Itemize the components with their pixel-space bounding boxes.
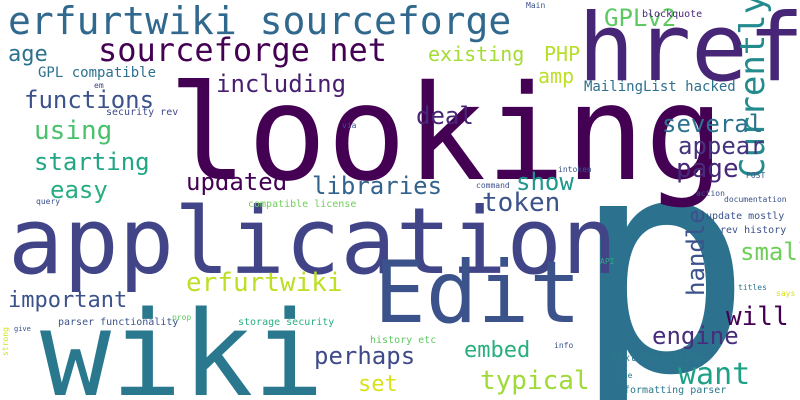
word: updated xyxy=(186,168,288,196)
word: em xyxy=(94,81,104,90)
word: via xyxy=(342,121,357,130)
word: small xyxy=(740,238,800,266)
word: sourceforge net xyxy=(98,31,387,69)
word: GPL compatible xyxy=(38,65,157,81)
word: will xyxy=(726,302,789,332)
word: titles xyxy=(738,283,767,292)
word: token xyxy=(482,188,561,218)
word: erfurtwiki sourceforge xyxy=(8,0,512,43)
word: easy xyxy=(50,176,108,204)
word: security rev xyxy=(106,107,179,118)
word: engine xyxy=(652,322,739,350)
word: MailingList hacked xyxy=(584,79,736,95)
word: action xyxy=(696,189,725,198)
word: want xyxy=(678,357,751,392)
word: including xyxy=(216,70,347,98)
word: give xyxy=(14,325,31,333)
word: rev history xyxy=(720,225,787,236)
word: compatible license xyxy=(248,199,357,210)
word: deal xyxy=(416,102,474,130)
word: formatting parser xyxy=(624,385,727,396)
word: erfurtwiki xyxy=(186,268,343,298)
word: API xyxy=(600,257,615,266)
word: typical xyxy=(480,366,590,396)
word: handle xyxy=(682,209,710,296)
word: existing xyxy=(428,42,525,66)
word: href xyxy=(578,0,800,103)
word: storage security xyxy=(238,317,335,328)
word: Edit xyxy=(374,243,582,343)
word: several xyxy=(662,110,764,138)
word: embed xyxy=(464,338,531,363)
word: functions xyxy=(24,86,155,114)
word: strong xyxy=(1,327,10,356)
word: documentation xyxy=(724,195,787,204)
word: p xyxy=(572,92,753,400)
word: blockquote xyxy=(642,9,703,20)
word: show xyxy=(516,168,574,196)
word: history etc xyxy=(370,335,437,346)
word: intoken xyxy=(558,165,592,174)
word: GPLv2 xyxy=(604,4,677,32)
word: using xyxy=(34,116,113,146)
word: important xyxy=(8,288,128,313)
word: text formatting xyxy=(612,353,703,364)
word: amp xyxy=(538,64,575,88)
word: set xyxy=(358,372,398,397)
word: prop xyxy=(172,313,192,322)
word: parser functionality xyxy=(58,317,179,328)
word: wiki xyxy=(40,285,325,400)
word: page xyxy=(676,154,739,184)
word: starting xyxy=(34,148,150,176)
word: says xyxy=(776,289,796,298)
word: one xyxy=(618,371,633,380)
word: command xyxy=(476,181,510,190)
word: libraries xyxy=(312,172,443,200)
word: query xyxy=(36,197,61,206)
word: perhaps xyxy=(314,342,416,370)
word: appear xyxy=(678,132,765,160)
word: POST xyxy=(746,171,766,180)
word: looking xyxy=(168,57,725,211)
word: application xyxy=(8,188,618,295)
word: info xyxy=(554,341,574,350)
word: update mostly xyxy=(706,211,785,222)
word: Main xyxy=(526,1,546,10)
word: PHP xyxy=(544,42,581,66)
word: age xyxy=(8,42,48,67)
